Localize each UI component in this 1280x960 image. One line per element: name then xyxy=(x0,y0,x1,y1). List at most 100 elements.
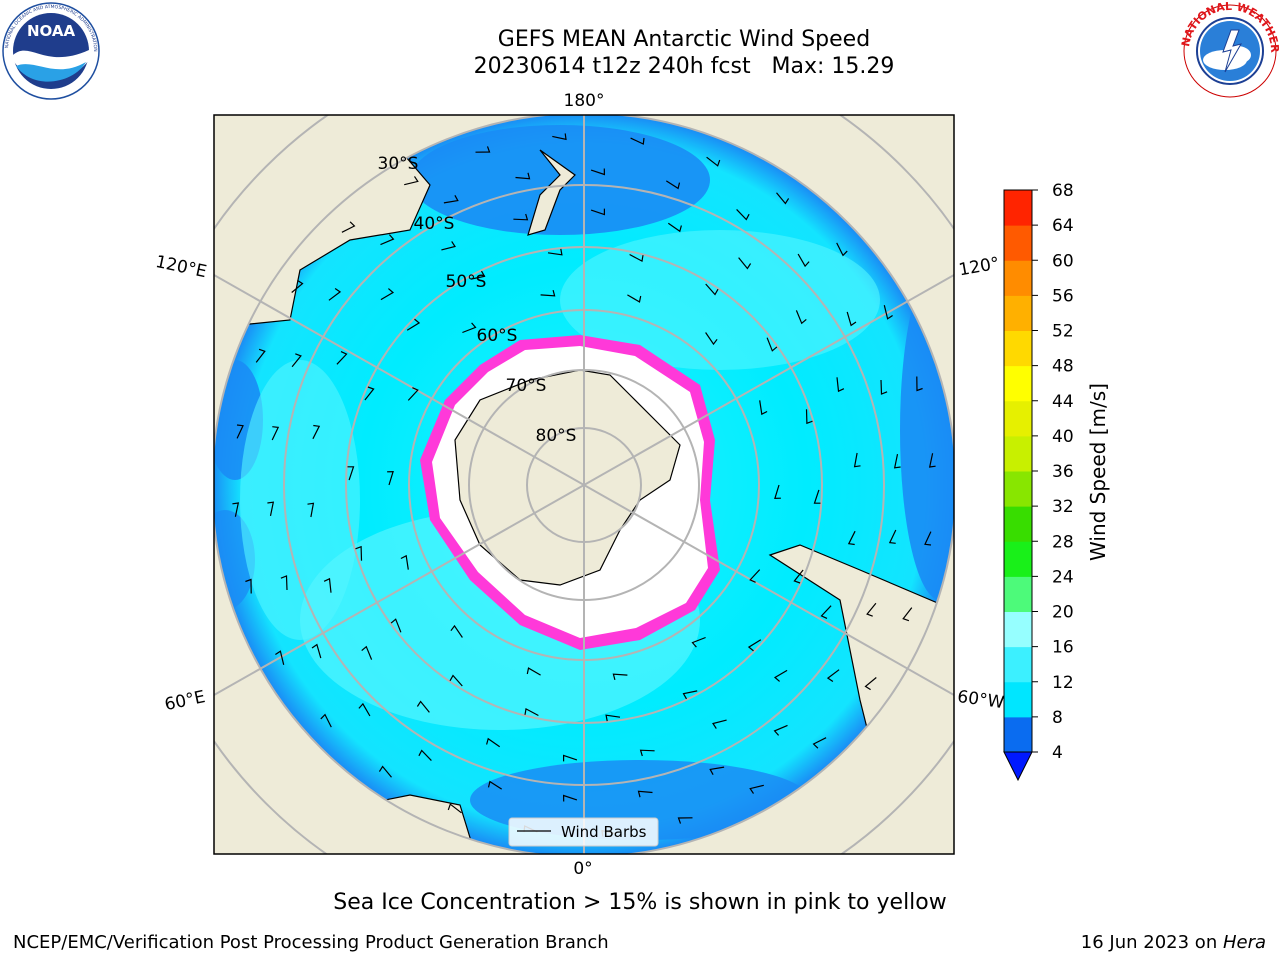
wind-barb xyxy=(736,208,750,221)
wind-barb xyxy=(893,453,901,469)
wind-barb xyxy=(526,667,541,676)
map-title: GEFS MEAN Antarctic Wind Speed xyxy=(497,27,871,52)
wind-barbs xyxy=(232,133,936,837)
colorbar-tick-label: 16 xyxy=(1052,638,1074,658)
wind-barb xyxy=(888,529,897,544)
wind-barb xyxy=(443,195,459,204)
footer-credit: NCEP/EMC/Verification Post Processing Pr… xyxy=(13,932,609,953)
wind-barb xyxy=(667,222,682,233)
wind-barb xyxy=(311,643,322,659)
wind-barb xyxy=(836,242,848,257)
wind-barb xyxy=(738,257,752,270)
nws-logo: NATIONAL WEATHER SERVICE xyxy=(1175,0,1280,98)
antarctica-land xyxy=(454,369,681,586)
noaa-logo: NOAA NATIONAL OCEANIC AND ATMOSPHERIC AD… xyxy=(0,0,100,100)
wind-barb xyxy=(639,749,655,757)
wind-barb xyxy=(547,248,563,256)
wind-barb xyxy=(320,713,332,728)
wind-barb xyxy=(275,650,285,665)
colorbar-segment xyxy=(1004,471,1032,507)
wind-barb xyxy=(916,376,923,392)
wind-barb xyxy=(475,146,491,153)
colorbar-segment xyxy=(1004,576,1032,612)
wind-barb xyxy=(418,749,432,762)
wind-barb xyxy=(709,766,725,775)
wind-barb xyxy=(307,502,315,518)
wind-barb xyxy=(441,241,456,251)
wind-barb xyxy=(853,452,861,468)
wind-barb xyxy=(797,253,810,268)
colorbar-tick-label: 44 xyxy=(1052,392,1074,412)
colorbar-label: Wind Speed [m/s] xyxy=(1086,383,1110,561)
colorbar-tick-label: 60 xyxy=(1052,251,1074,271)
wind-barb xyxy=(562,794,578,802)
footer-host: Hera xyxy=(1222,932,1266,953)
wind-barb xyxy=(706,156,721,167)
colorbar-segment xyxy=(1004,541,1032,577)
wind-barb xyxy=(691,636,706,648)
footer-date-text: 16 Jun 2023 on xyxy=(1080,932,1223,953)
wind-barb xyxy=(358,702,371,717)
wind-barb xyxy=(820,605,832,619)
wind-barb xyxy=(805,409,813,425)
wind-barb xyxy=(846,311,857,327)
wind-barb xyxy=(773,724,788,736)
wind-barb xyxy=(416,700,430,713)
wind-barb xyxy=(486,737,501,748)
wind-barb xyxy=(380,234,395,246)
wind-barb xyxy=(449,674,463,687)
colorbar-tick-label: 48 xyxy=(1052,357,1074,377)
wind-barb xyxy=(813,489,821,504)
colorbar-segment xyxy=(1004,681,1032,718)
colorbar-segment xyxy=(1004,260,1032,296)
wind-barb xyxy=(836,377,845,393)
wind-barb xyxy=(637,790,653,798)
lon-label-180: 180° xyxy=(564,91,605,111)
wind-barb xyxy=(630,137,645,145)
colorbar-segment xyxy=(1004,225,1032,261)
wind-barb xyxy=(280,575,288,591)
wind-barb xyxy=(665,180,681,190)
wind-barb xyxy=(590,208,605,216)
wind-barb xyxy=(540,289,556,297)
wind-barb xyxy=(404,176,419,186)
colorbar-tick-label: 20 xyxy=(1052,603,1074,623)
wind-barb xyxy=(245,578,252,594)
wind-barb xyxy=(682,690,698,700)
wind-barb xyxy=(924,531,932,546)
wind-barb xyxy=(291,279,304,293)
lat-label-50s: 50°S xyxy=(446,272,487,292)
wind-barb xyxy=(902,607,913,622)
lat-label-80s: 80°S xyxy=(536,426,577,446)
colorbar-segment xyxy=(1004,400,1032,437)
wind-barb xyxy=(774,484,781,500)
wind-barb xyxy=(236,424,244,439)
colorbar-tick-label: 40 xyxy=(1052,427,1074,447)
map-subtitle: 20230614 t12z 240h fcst Max: 15.29 xyxy=(473,54,895,79)
wind-barb xyxy=(759,400,768,416)
colorbar-extend-low xyxy=(1003,751,1033,782)
wind-barb xyxy=(390,618,402,633)
lat-label-60s: 60°S xyxy=(477,326,518,346)
colorbar-tick-label: 12 xyxy=(1052,673,1074,693)
wind-barb xyxy=(563,754,578,762)
wind-barb xyxy=(470,270,486,280)
colorbar-tick-label: 28 xyxy=(1052,532,1074,552)
wind-barb xyxy=(847,530,856,546)
wind-barb xyxy=(880,379,888,395)
wind-barb xyxy=(712,719,727,729)
wind-barb xyxy=(812,737,827,749)
wind-barb xyxy=(364,386,375,401)
colorbar-tick-label: 52 xyxy=(1052,322,1074,342)
lat-label-70s: 70°S xyxy=(506,376,547,396)
sea-ice-caption: Sea Ice Concentration > 15% is shown in … xyxy=(333,890,947,915)
colorbar-segment xyxy=(1004,330,1032,367)
wind-barb xyxy=(487,780,503,790)
wind-barb xyxy=(629,253,644,263)
wind-barb xyxy=(627,294,642,303)
wind-barb xyxy=(336,351,348,365)
colorbar-segment xyxy=(1004,190,1032,226)
wind-barb xyxy=(232,502,240,517)
wind-barb xyxy=(747,639,762,652)
